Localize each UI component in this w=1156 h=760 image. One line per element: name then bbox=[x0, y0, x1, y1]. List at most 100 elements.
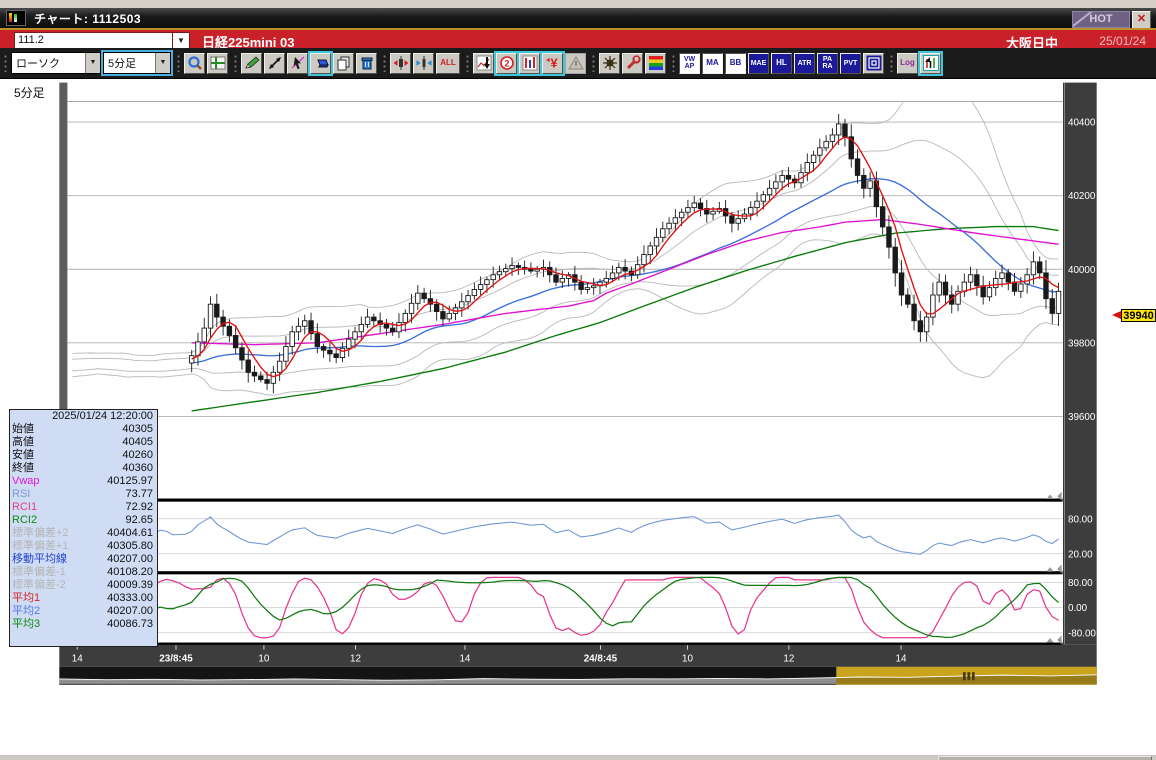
indicator-bb-button[interactable]: BB bbox=[725, 52, 746, 74]
toolbar-grip[interactable] bbox=[176, 54, 181, 72]
x-axis-label: 14 bbox=[459, 653, 470, 664]
last-price-badge: 39940 bbox=[1121, 309, 1156, 322]
select-cursor-button[interactable] bbox=[287, 52, 308, 74]
settings-button[interactable] bbox=[599, 52, 620, 74]
scrollbar-thumb[interactable] bbox=[938, 756, 1152, 760]
indicator-vwap-button[interactable]: VW AP bbox=[679, 52, 700, 74]
dual-chart-icon: 2 bbox=[499, 56, 514, 70]
horizontal-scrollbar[interactable] bbox=[0, 754, 1156, 760]
data-window-button[interactable] bbox=[473, 52, 494, 74]
chart-area[interactable]: 5分足 40400 40200 40000 39800 39600 80.00 20.00 8… bbox=[0, 78, 1156, 760]
price-line-button[interactable] bbox=[519, 52, 540, 74]
trendline-button[interactable] bbox=[264, 52, 285, 74]
yen-display-icon: ¥ bbox=[545, 56, 558, 71]
navigator-grip-icon[interactable] bbox=[962, 672, 966, 681]
select-cursor-icon bbox=[291, 56, 304, 70]
timeframe-combo-value: 5分足 bbox=[108, 58, 137, 70]
tooltip-row: 安値 40260 bbox=[12, 449, 153, 461]
close-icon[interactable]: ✕ bbox=[1132, 11, 1151, 29]
app-icon bbox=[6, 10, 26, 26]
tools-button[interactable] bbox=[622, 52, 643, 74]
chevron-down-icon[interactable]: ▼ bbox=[85, 53, 100, 73]
color-settings-button[interactable] bbox=[645, 52, 666, 74]
settings-icon bbox=[602, 56, 617, 70]
indicator-para-button[interactable]: PA RA bbox=[817, 52, 838, 74]
log-scale-button[interactable]: Log bbox=[897, 52, 918, 74]
bar-width-expand-button[interactable] bbox=[390, 52, 411, 74]
tooltip-row: 標準偏差-2 40009.39 bbox=[12, 579, 153, 591]
bar-width-shrink-button[interactable] bbox=[413, 52, 434, 74]
x-axis-label: 14 bbox=[72, 653, 83, 664]
x-axis-label: 10 bbox=[682, 653, 693, 664]
session-label: 大阪日中 bbox=[1005, 36, 1058, 51]
copy-icon bbox=[337, 56, 349, 71]
rci2-line bbox=[72, 576, 1059, 638]
panel-resize-left-icon bbox=[1057, 491, 1062, 501]
tooltip-row: 平均3 40086.73 bbox=[12, 618, 153, 630]
chart-canvas[interactable]: 40400 40200 40000 39800 39600 80.00 20.00 80.00… bbox=[0, 79, 1156, 760]
price-line-icon bbox=[522, 55, 537, 71]
panel-resize-left-icon bbox=[1057, 635, 1062, 645]
dual-chart-button[interactable]: 2 bbox=[496, 52, 517, 74]
toolbar: ローソク ▼ 5分足 ▼ ALL 2 ¥ VW AP MA BB MAE HL ATR PA RA PVT Log bbox=[0, 48, 1156, 79]
draw-line-button[interactable] bbox=[241, 52, 262, 74]
indicator-frame-button[interactable] bbox=[863, 52, 884, 74]
toolbar-grip[interactable] bbox=[382, 54, 387, 72]
title-bar[interactable]: チャート: 1112503 HOT ✕ bbox=[0, 8, 1156, 29]
grid-settings-button[interactable] bbox=[207, 52, 228, 74]
tooltip-row: 始値 40305 bbox=[12, 423, 153, 435]
toolbar-grip[interactable] bbox=[591, 54, 596, 72]
date-label: 25/01/24 bbox=[1099, 34, 1146, 48]
chevron-down-icon[interactable]: ▼ bbox=[155, 53, 170, 73]
tooltip-row: 移動平均線 40207.00 bbox=[12, 553, 153, 565]
yen-display-button[interactable]: ¥ bbox=[542, 52, 563, 74]
eraser-button[interactable] bbox=[310, 52, 331, 74]
tooltip-row: 平均2 40207.00 bbox=[12, 605, 153, 617]
timeframe-chart-label: 5分足 bbox=[14, 86, 45, 100]
zoom-icon bbox=[187, 56, 202, 70]
timeframe-combo[interactable]: 5分足 ▼ bbox=[103, 52, 171, 74]
indicator-mae-button[interactable]: MAE bbox=[748, 52, 769, 74]
delete-button[interactable] bbox=[356, 52, 377, 74]
left-edge-strip bbox=[59, 82, 68, 645]
tooltip-row: RSI 73.77 bbox=[12, 488, 153, 500]
indicator-pvt-button[interactable]: PVT bbox=[840, 52, 861, 74]
tooltip-row: 標準偏差+1 40305.80 bbox=[12, 540, 153, 552]
toolbar-grip[interactable] bbox=[233, 54, 238, 72]
tooltip-row: 標準偏差-1 40108.20 bbox=[12, 566, 153, 578]
toolbar-grip[interactable] bbox=[465, 54, 470, 72]
toolbar-grip[interactable] bbox=[889, 54, 894, 72]
rsi-axis-label: 20.00 bbox=[1068, 549, 1093, 560]
draw-line-icon bbox=[244, 56, 260, 69]
ma-fast-line bbox=[191, 136, 1059, 378]
vwap-line bbox=[191, 218, 1059, 346]
y-axis-label: 40200 bbox=[1068, 191, 1096, 202]
hot-button[interactable]: HOT bbox=[1072, 11, 1130, 28]
rci-axis-label: 80.00 bbox=[1068, 578, 1093, 589]
alert-button[interactable] bbox=[565, 52, 586, 74]
panel-separator bbox=[67, 642, 1063, 645]
zoom-button[interactable] bbox=[184, 52, 205, 74]
show-all-button[interactable]: ALL bbox=[436, 52, 460, 74]
navigator-grip-icon[interactable] bbox=[967, 672, 971, 681]
x-axis-label: 14 bbox=[896, 653, 907, 664]
x-axis-label: 12 bbox=[783, 653, 794, 664]
copy-button[interactable] bbox=[333, 52, 354, 74]
panel-resize-up-icon bbox=[1046, 638, 1054, 643]
chart-type-combo[interactable]: ローソク ▼ bbox=[11, 52, 101, 74]
indicator-hl-button[interactable]: HL bbox=[771, 52, 792, 74]
multi-chart-button[interactable] bbox=[920, 52, 941, 74]
eraser-icon bbox=[316, 59, 329, 68]
multi-chart-icon bbox=[922, 55, 939, 71]
bollinger-plus2-line bbox=[72, 102, 1059, 356]
toolbar-grip[interactable] bbox=[671, 54, 676, 72]
indicator-atr-button[interactable]: ATR bbox=[794, 52, 815, 74]
toolbar-grip[interactable] bbox=[3, 54, 8, 72]
x-axis-label: 24/8:45 bbox=[584, 653, 618, 664]
indicator-ma-button[interactable]: MA bbox=[702, 52, 723, 74]
navigator-grip-icon[interactable] bbox=[971, 672, 975, 681]
x-axis-label: 23/8:45 bbox=[159, 653, 193, 664]
panel-separator bbox=[67, 498, 1063, 502]
quote-banner: 111.2 ▼ 日経225mini 03 大阪日中 25/01/24 bbox=[0, 28, 1156, 51]
